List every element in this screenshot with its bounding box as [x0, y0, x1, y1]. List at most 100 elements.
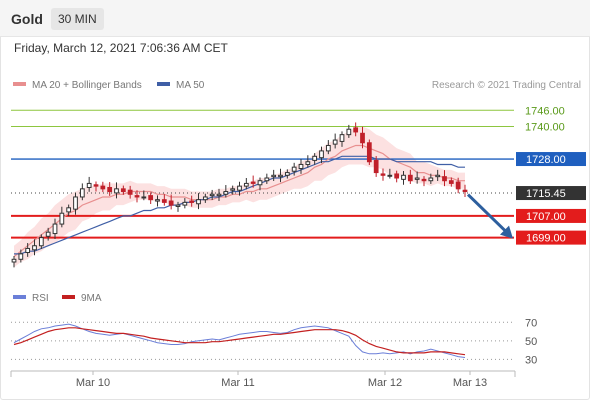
- candle-body: [155, 199, 160, 202]
- candle-body: [59, 212, 65, 225]
- candle-body: [52, 223, 58, 235]
- bollinger-legend-label: MA 20 + Bollinger Bands: [32, 80, 142, 91]
- candle-body: [346, 128, 352, 136]
- pivot-label: 1728.00: [526, 154, 566, 166]
- candle-body: [86, 182, 92, 188]
- instrument-name: Gold: [11, 11, 43, 27]
- candle-body: [141, 196, 147, 199]
- candle-body: [134, 195, 140, 198]
- support-label: 1707.00: [526, 211, 566, 223]
- support-label: 1699.00: [526, 233, 566, 245]
- candle-body: [32, 245, 37, 251]
- candle-body: [305, 161, 311, 165]
- timeframe-button[interactable]: 30 MIN: [51, 8, 104, 30]
- resistance-label: 1740.00: [525, 122, 565, 134]
- candle-body: [18, 253, 24, 260]
- candle-body: [25, 247, 31, 254]
- rsi-ma-swatch: [62, 295, 75, 300]
- candle-body: [284, 172, 290, 176]
- pivot-label-box: [516, 152, 586, 167]
- x-tick-label: Mar 11: [221, 377, 254, 389]
- candle-body: [291, 166, 297, 172]
- header-bar: Gold 30 MIN: [0, 0, 590, 37]
- bollinger-swatch: [13, 82, 26, 87]
- rsi-level-label: 30: [525, 354, 537, 366]
- candle-body: [100, 185, 106, 190]
- candle-body: [93, 184, 99, 187]
- candle-body: [332, 139, 338, 145]
- candle-body: [79, 188, 85, 198]
- support-label-box: [516, 208, 586, 223]
- research-credit: Research © 2021 Trading Central: [431, 80, 581, 91]
- candle-body: [448, 180, 454, 184]
- candle-body: [380, 173, 386, 176]
- ma50-legend-label: MA 50: [176, 80, 205, 91]
- candle-body: [202, 196, 208, 201]
- candle-body: [373, 159, 379, 174]
- candle-body: [325, 144, 331, 152]
- candle-body: [230, 188, 236, 191]
- candle-body: [312, 155, 318, 161]
- candle-body: [196, 199, 201, 205]
- ma50-swatch: [157, 82, 170, 87]
- candle-body: [401, 174, 406, 180]
- candle-body: [182, 201, 188, 206]
- resistance-label: 1746.00: [525, 105, 565, 117]
- projection-arrowhead: [500, 225, 513, 239]
- candle-body: [257, 180, 263, 186]
- candle-body: [360, 132, 365, 144]
- x-tick-label: Mar 12: [368, 377, 402, 389]
- candle-body: [264, 177, 270, 182]
- candle-body: [250, 181, 256, 184]
- x-tick-label: Mar 10: [76, 377, 110, 389]
- candle-body: [161, 199, 167, 203]
- candle-body: [175, 204, 181, 207]
- candle-body: [394, 173, 400, 179]
- rsi-legend: RSI: [13, 293, 49, 304]
- candle-body: [148, 195, 154, 201]
- candle-body: [243, 182, 249, 187]
- candle-body: [421, 178, 427, 182]
- candle-body: [435, 174, 441, 178]
- candle-body: [428, 177, 434, 182]
- candle-body: [339, 134, 345, 142]
- candle-body: [168, 200, 174, 206]
- last-price-box: [516, 186, 586, 201]
- candle-body: [298, 163, 304, 170]
- candle-body: [407, 174, 413, 182]
- bollinger-legend: MA 20 + Bollinger Bands: [13, 80, 142, 91]
- rsi-legend-label: RSI: [32, 293, 49, 304]
- last-price-label: 1715.45: [526, 188, 566, 200]
- support-label-box: [516, 230, 586, 245]
- projection-arrow: [466, 193, 508, 233]
- candle-body: [209, 193, 215, 197]
- rsi-ma-line: [13, 327, 466, 356]
- rsi-swatch: [13, 295, 26, 300]
- candle-body: [319, 150, 324, 159]
- candle-body: [11, 258, 17, 263]
- x-tick-label: Mar 13: [453, 377, 487, 389]
- rsi-line: [13, 323, 466, 358]
- candle-body: [127, 189, 133, 195]
- candle-body: [216, 193, 222, 197]
- candle-body: [189, 200, 195, 203]
- candle-body: [107, 186, 113, 193]
- candle-body: [223, 191, 229, 195]
- candle-body: [442, 176, 447, 182]
- bollinger-band: [14, 126, 465, 268]
- candle-body: [278, 174, 283, 178]
- candle-body: [455, 181, 461, 190]
- candle-body: [73, 196, 78, 210]
- candle-body: [353, 127, 359, 133]
- candle-body: [366, 142, 372, 163]
- rsi-ma-legend-label: 9MA: [81, 293, 102, 304]
- rsi-ma-legend: 9MA: [62, 293, 102, 304]
- rsi-level-label: 70: [525, 317, 537, 329]
- candle-body: [66, 207, 72, 213]
- candle-body: [45, 231, 51, 237]
- rsi-level-label: 50: [525, 336, 537, 348]
- candle-body: [414, 177, 420, 180]
- candle-body: [38, 237, 44, 247]
- candle-body: [120, 188, 126, 193]
